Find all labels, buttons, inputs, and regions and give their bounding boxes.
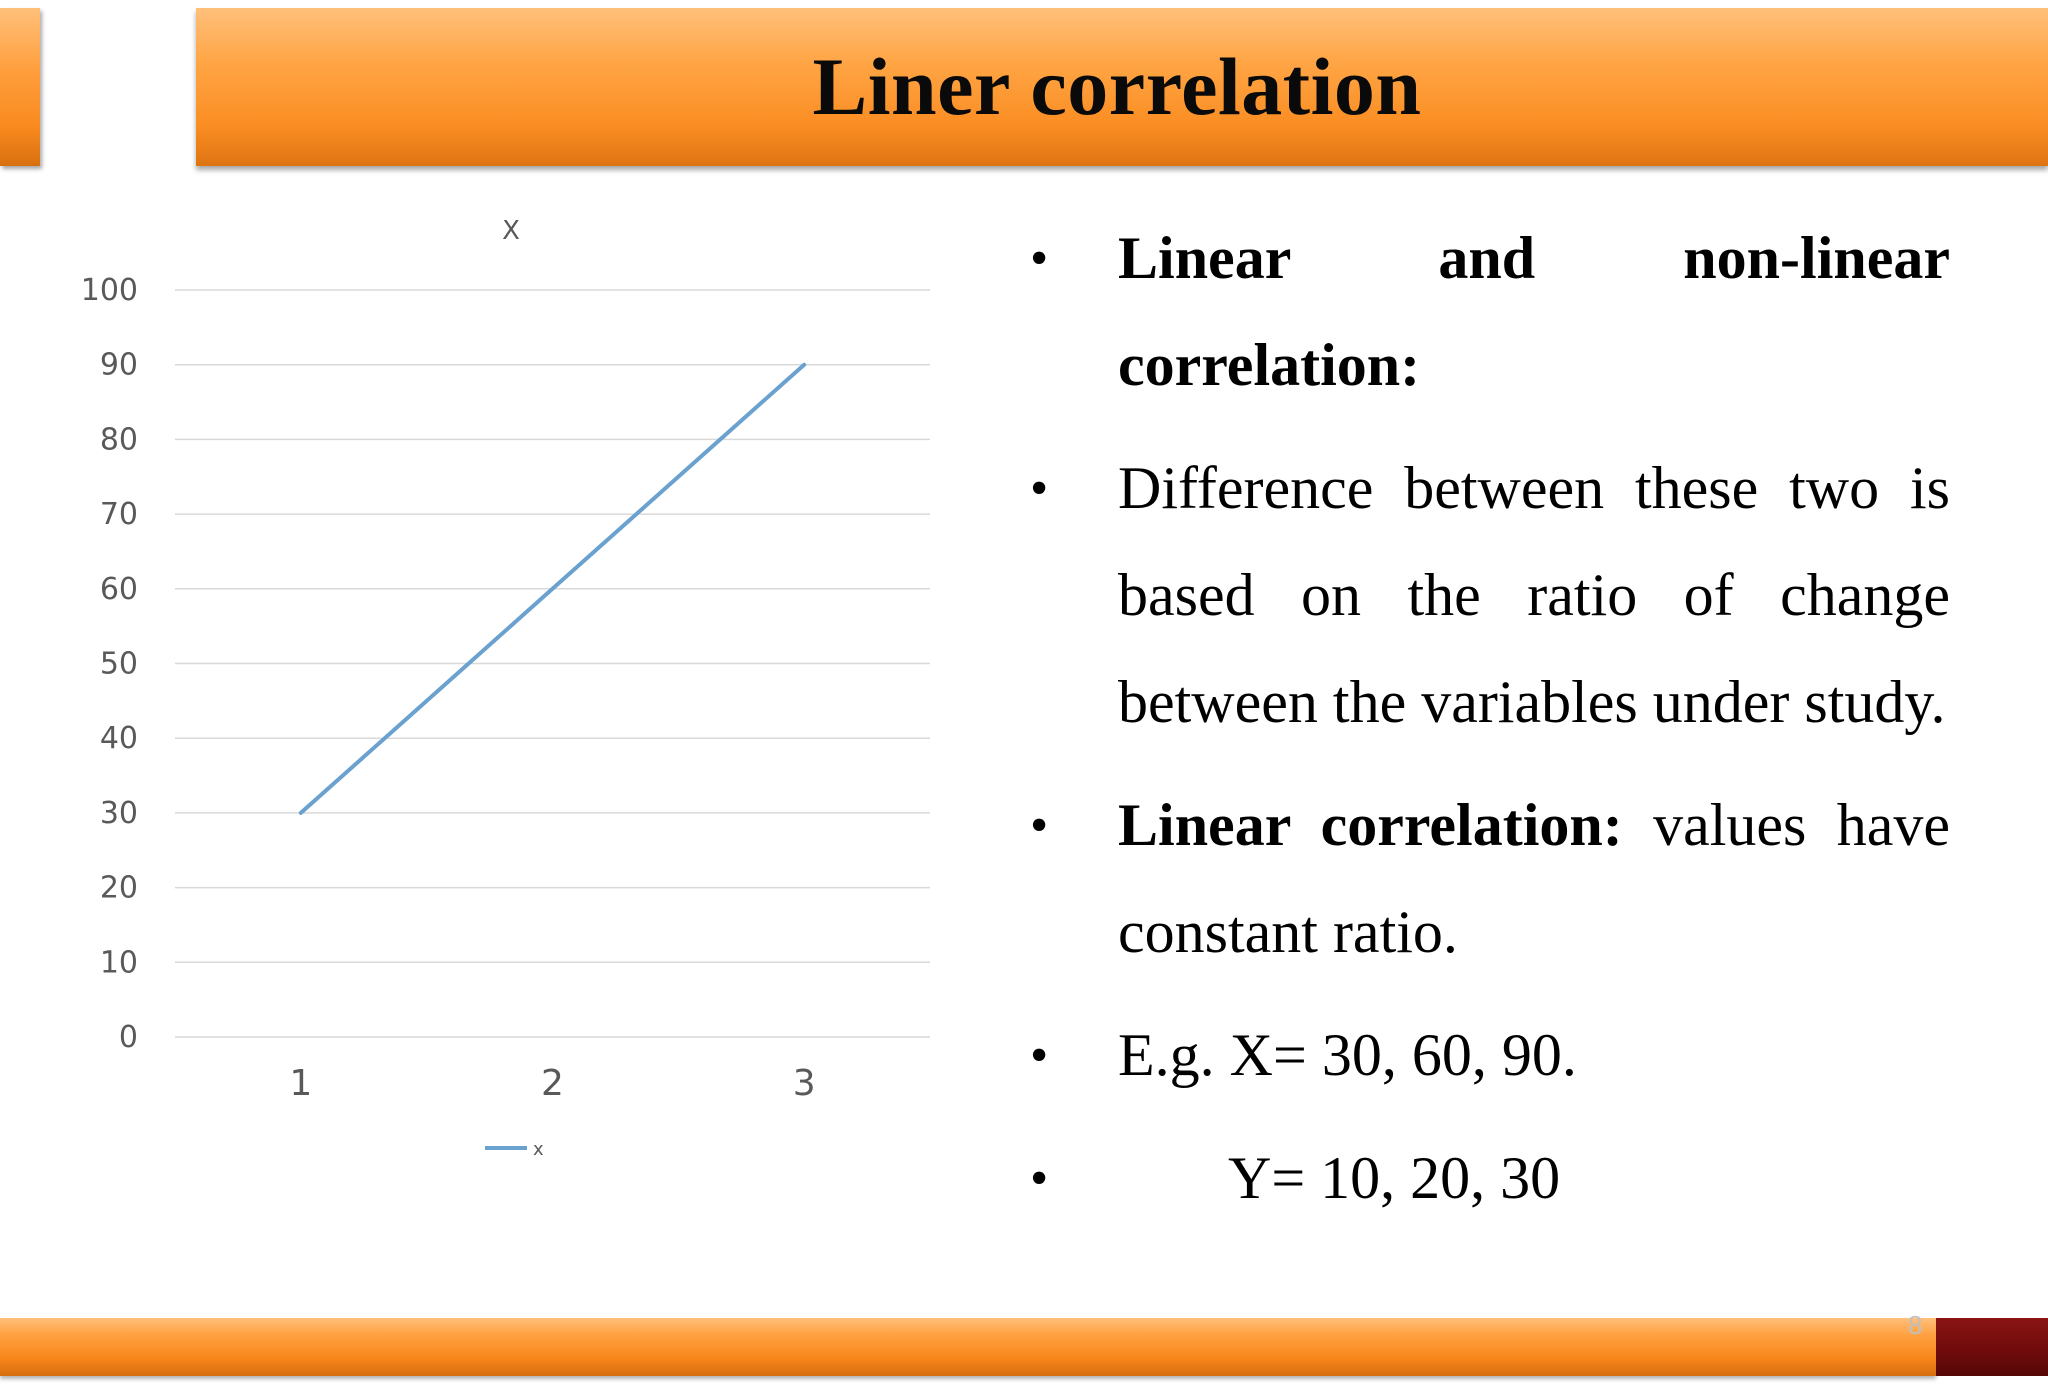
slide-title: Liner correlation	[812, 41, 1422, 132]
bullet-bold-text: Linear correlation:	[1118, 792, 1623, 858]
legend-label: x	[533, 1139, 544, 1160]
bottom-corner-block	[1936, 1318, 2048, 1376]
chart-gridlines	[175, 289, 930, 1038]
chart-title: X	[502, 216, 520, 246]
x-tick-label: 3	[793, 1063, 816, 1104]
line-chart-svg: 0 10 20 30 40 50 60 70 80 90 100 1 2 3 X x	[81, 216, 930, 1160]
y-tick-label: 10	[100, 945, 138, 980]
chart-legend: x	[485, 1139, 544, 1160]
bullet-text: Y= 10, 20, 30	[1228, 1145, 1561, 1211]
bullet-item: Difference between these two is based on…	[1030, 435, 1950, 756]
y-axis-ticks: 0 10 20 30 40 50 60 70 80 90 100	[81, 273, 138, 1055]
y-tick-label: 70	[100, 497, 138, 532]
bottom-bar	[0, 1318, 1936, 1376]
title-bar: Liner correlation	[196, 8, 2048, 166]
page-number: 8	[1908, 1310, 1923, 1340]
bullet-text: values have constant ratio.	[1118, 792, 1950, 965]
series-line-x	[298, 362, 807, 815]
y-tick-label: 60	[100, 572, 138, 607]
bullet-item: E.g. X= 30, 60, 90.	[1030, 1002, 1950, 1109]
bullet-item: Linear and non-linear correlation:	[1030, 205, 1950, 419]
bullet-bold-text: Linear and non-linear correlation:	[1118, 225, 1950, 398]
left-accent-tab	[0, 8, 40, 166]
x-tick-label: 1	[289, 1063, 312, 1104]
y-tick-label: 20	[100, 871, 138, 906]
y-tick-label: 80	[100, 422, 138, 457]
y-tick-label: 50	[100, 647, 138, 682]
bullet-text: Difference between these two is based on…	[1118, 455, 1950, 735]
y-tick-label: 90	[100, 348, 138, 383]
y-tick-label: 0	[119, 1020, 138, 1055]
y-tick-label: 30	[100, 796, 138, 831]
y-tick-label: 100	[81, 273, 138, 308]
x-tick-label: 2	[541, 1063, 564, 1104]
y-tick-label: 40	[100, 721, 138, 756]
bullet-item: Y= 10, 20, 30	[1030, 1125, 1950, 1232]
line-chart: 0 10 20 30 40 50 60 70 80 90 100 1 2 3 X x	[50, 205, 950, 1185]
bullet-text: E.g. X= 30, 60, 90.	[1118, 1022, 1577, 1088]
bullet-list: Linear and non-linear correlation: Differ…	[1030, 205, 1950, 1248]
chart-series	[298, 362, 807, 815]
bullet-item: Linear correlation: values have constant…	[1030, 772, 1950, 986]
x-axis-ticks: 1 2 3	[289, 1063, 815, 1104]
